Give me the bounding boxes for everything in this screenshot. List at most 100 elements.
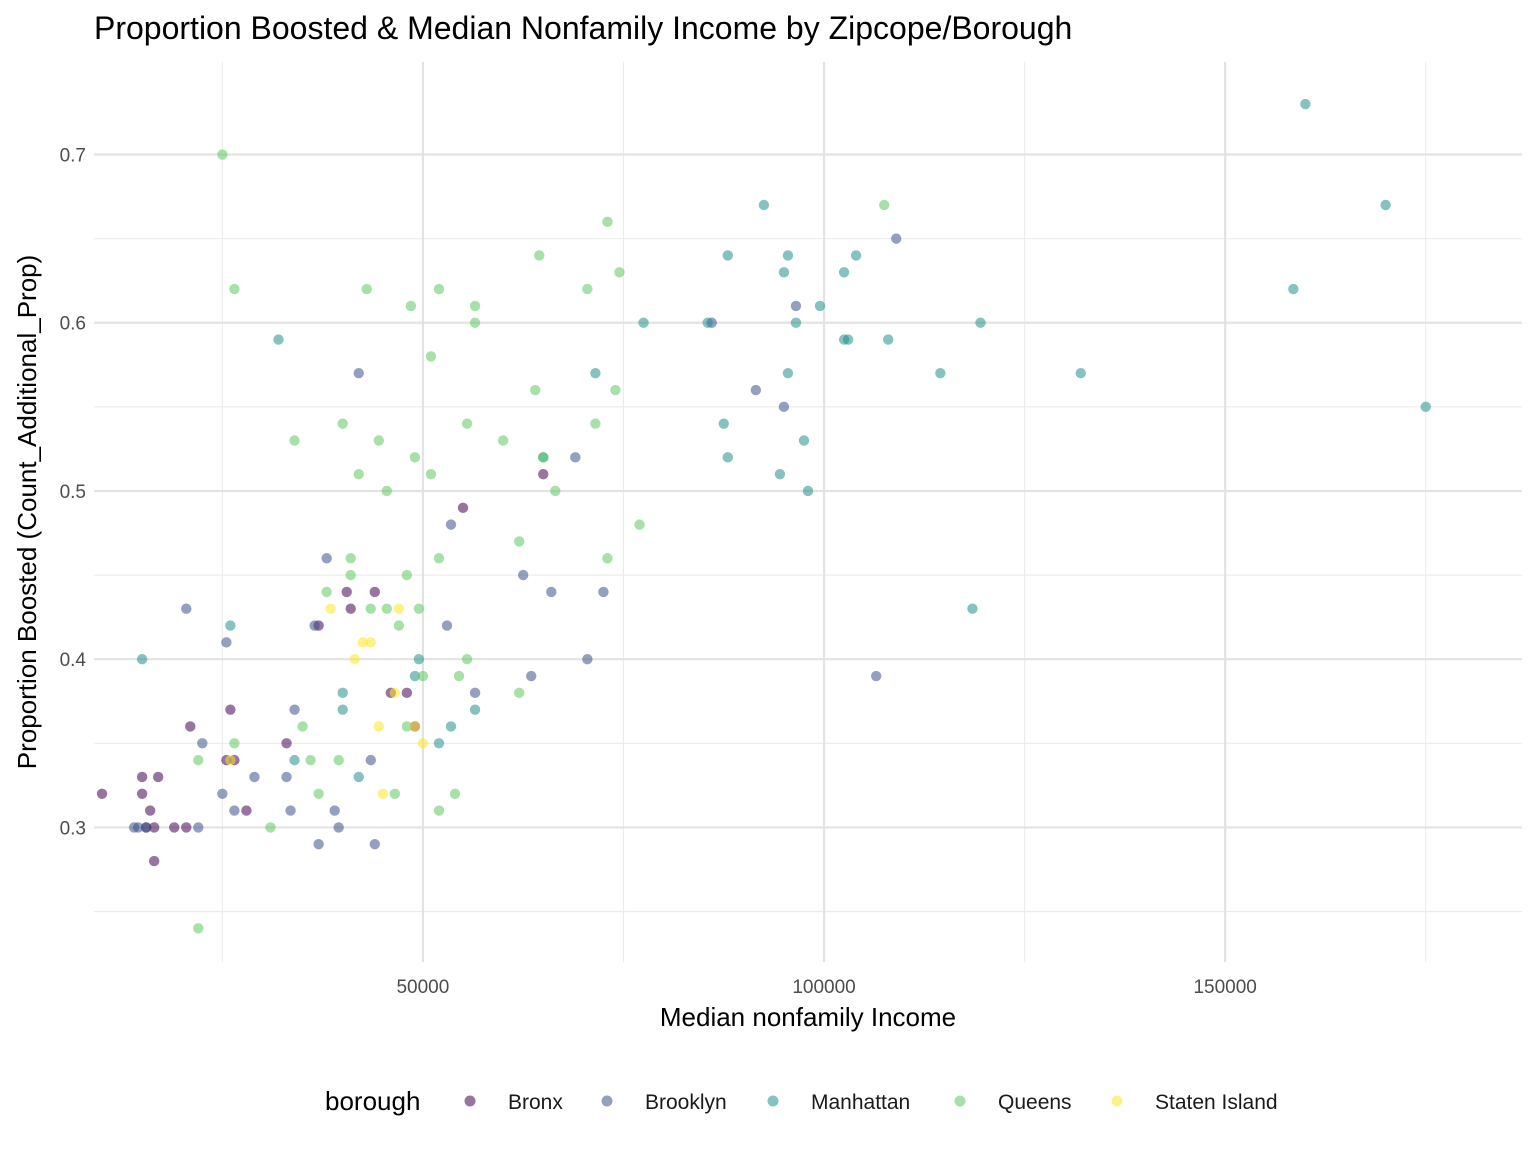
data-points — [96, 98, 1431, 934]
point-bronx — [181, 822, 192, 833]
point-brooklyn — [582, 653, 593, 665]
point-manhattan — [702, 317, 713, 328]
point-brooklyn — [285, 805, 296, 816]
point-queens — [381, 603, 393, 614]
point-brooklyn — [365, 754, 376, 766]
x-tick-label: 150000 — [1193, 977, 1256, 998]
point-queens — [333, 754, 344, 766]
point-queens — [461, 653, 473, 665]
point-queens — [513, 536, 525, 547]
point-staten-island — [393, 603, 405, 614]
point-manhattan — [802, 485, 814, 497]
point-bronx — [96, 788, 108, 799]
point-queens — [425, 468, 437, 480]
point-queens — [413, 603, 425, 614]
point-brooklyn — [217, 788, 228, 799]
point-staten-island — [349, 653, 360, 665]
legend: borough Bronx Brooklyn Manhattan Queens Stat… — [325, 1086, 1278, 1116]
y-axis-title: Proportion Boosted (Count_Additional_Pro… — [12, 255, 42, 770]
point-queens — [602, 553, 613, 564]
point-manhattan — [798, 435, 810, 446]
point-manhattan — [842, 334, 854, 345]
point-queens — [305, 754, 316, 766]
point-staten-island — [409, 721, 421, 732]
point-brooklyn — [193, 822, 204, 833]
x-axis-title: Median nonfamily Income — [660, 1002, 956, 1032]
point-manhattan — [353, 771, 364, 783]
point-bronx — [341, 586, 352, 598]
point-queens — [550, 485, 561, 497]
point-queens — [313, 788, 324, 799]
point-brooklyn — [181, 603, 192, 614]
point-queens — [345, 553, 356, 564]
point-manhattan — [814, 300, 826, 312]
y-tick-label: 0.3 — [60, 818, 86, 839]
legend-key-bronx — [464, 1095, 476, 1107]
point-staten-island — [225, 754, 236, 766]
point-queens — [345, 569, 356, 581]
grid-major — [94, 62, 1522, 962]
point-queens — [229, 738, 240, 749]
point-bronx — [538, 468, 549, 480]
point-queens — [879, 199, 890, 211]
point-queens — [610, 384, 621, 396]
point-staten-island — [357, 637, 368, 648]
legend-key-manhattan — [767, 1095, 779, 1107]
point-queens — [433, 805, 445, 816]
point-manhattan — [590, 368, 601, 379]
point-bronx — [241, 805, 252, 816]
legend-label-staten-island: Staten Island — [1155, 1091, 1278, 1114]
point-staten-island — [373, 721, 384, 732]
point-queens — [602, 216, 613, 228]
point-staten-island — [377, 788, 389, 799]
grid-minor — [94, 62, 1522, 962]
point-manhattan — [225, 620, 236, 631]
point-brooklyn — [249, 771, 260, 783]
point-manhattan — [1300, 98, 1311, 110]
point-queens — [534, 250, 545, 261]
point-manhattan — [935, 368, 946, 379]
point-bronx — [369, 586, 380, 598]
y-tick-label: 0.7 — [60, 146, 86, 167]
point-brooklyn — [570, 452, 581, 463]
point-brooklyn — [140, 822, 152, 833]
point-queens — [401, 721, 413, 732]
point-brooklyn — [329, 805, 340, 816]
point-manhattan — [1075, 368, 1086, 379]
point-manhattan — [273, 334, 284, 345]
point-manhattan — [722, 452, 733, 463]
point-manhattan — [850, 250, 862, 261]
point-manhattan — [337, 687, 348, 699]
point-bronx — [148, 855, 160, 867]
point-manhattan — [967, 603, 978, 614]
point-manhattan — [638, 317, 649, 328]
point-bronx — [225, 704, 236, 715]
point-queens — [373, 435, 384, 446]
point-manhattan — [975, 317, 986, 328]
point-queens — [381, 485, 393, 497]
point-bronx — [457, 502, 469, 513]
point-brooklyn — [309, 620, 320, 631]
point-bronx — [401, 687, 413, 699]
point-bronx — [185, 721, 196, 732]
point-queens — [405, 300, 417, 312]
point-queens — [337, 418, 348, 429]
point-brooklyn — [369, 839, 380, 850]
point-staten-island — [365, 637, 376, 648]
point-manhattan — [790, 317, 802, 328]
point-queens — [389, 788, 401, 799]
point-brooklyn — [526, 670, 537, 682]
point-manhattan — [136, 653, 148, 665]
point-brooklyn — [353, 368, 364, 379]
point-bronx — [169, 822, 180, 833]
point-queens — [497, 435, 509, 446]
point-bronx — [148, 822, 160, 833]
point-queens — [217, 149, 228, 160]
point-brooklyn — [790, 300, 802, 312]
point-manhattan — [758, 199, 770, 211]
point-queens — [461, 418, 473, 429]
point-queens — [634, 519, 645, 530]
point-manhattan — [469, 704, 481, 715]
point-manhattan — [782, 250, 794, 261]
point-queens — [590, 418, 601, 429]
